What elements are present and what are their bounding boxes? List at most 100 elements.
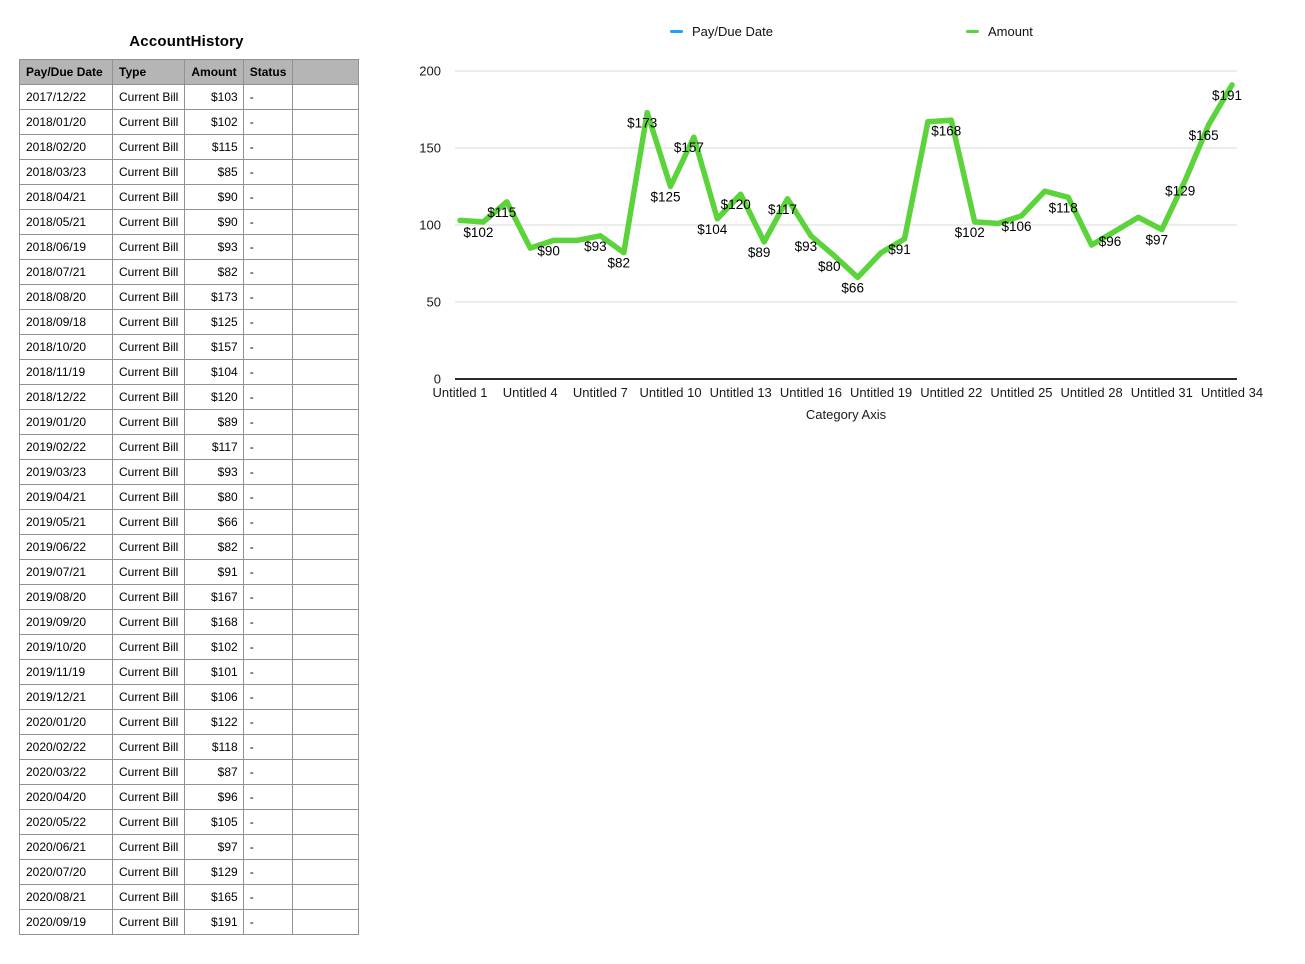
cell-status[interactable]: - (242, 634, 294, 660)
cell-amount[interactable]: $103 (184, 84, 244, 110)
cell-date[interactable]: 2020/04/20 (19, 784, 113, 810)
cell-status[interactable]: - (242, 384, 294, 410)
cell-empty[interactable] (292, 584, 360, 610)
cell-date[interactable]: 2019/10/20 (19, 634, 113, 660)
cell-amount[interactable]: $96 (184, 784, 244, 810)
cell-date[interactable]: 2018/04/21 (19, 184, 113, 210)
cell-date[interactable]: 2019/03/23 (19, 459, 113, 485)
cell-date[interactable]: 2020/09/19 (19, 909, 113, 935)
cell-amount[interactable]: $90 (184, 209, 244, 235)
cell-status[interactable]: - (242, 534, 294, 560)
cell-status[interactable]: - (242, 234, 294, 260)
cell-type[interactable]: Current Bill (111, 409, 186, 435)
cell-empty[interactable] (292, 284, 360, 310)
cell-amount[interactable]: $89 (184, 409, 244, 435)
cell-date[interactable]: 2019/12/21 (19, 684, 113, 710)
cell-type[interactable]: Current Bill (111, 684, 186, 710)
cell-empty[interactable] (292, 659, 360, 685)
cell-amount[interactable]: $115 (184, 134, 244, 160)
cell-type[interactable]: Current Bill (111, 434, 186, 460)
cell-empty[interactable] (292, 334, 360, 360)
cell-amount[interactable]: $165 (184, 884, 244, 910)
cell-empty[interactable] (292, 309, 360, 335)
cell-empty[interactable] (292, 634, 360, 660)
cell-type[interactable]: Current Bill (111, 784, 186, 810)
cell-type[interactable]: Current Bill (111, 659, 186, 685)
cell-amount[interactable]: $87 (184, 759, 244, 785)
cell-status[interactable]: - (242, 484, 294, 510)
cell-empty[interactable] (292, 384, 360, 410)
cell-amount[interactable]: $118 (184, 734, 244, 760)
cell-amount[interactable]: $91 (184, 559, 244, 585)
cell-date[interactable]: 2017/12/22 (19, 84, 113, 110)
column-header-amount[interactable]: Amount (184, 59, 244, 85)
cell-status[interactable]: - (242, 584, 294, 610)
cell-empty[interactable] (292, 459, 360, 485)
cell-empty[interactable] (292, 684, 360, 710)
cell-amount[interactable]: $191 (184, 909, 244, 935)
cell-amount[interactable]: $102 (184, 109, 244, 135)
cell-empty[interactable] (292, 884, 360, 910)
cell-status[interactable]: - (242, 159, 294, 185)
cell-amount[interactable]: $106 (184, 684, 244, 710)
cell-empty[interactable] (292, 609, 360, 635)
cell-amount[interactable]: $102 (184, 634, 244, 660)
cell-amount[interactable]: $101 (184, 659, 244, 685)
cell-type[interactable]: Current Bill (111, 759, 186, 785)
cell-type[interactable]: Current Bill (111, 484, 186, 510)
cell-status[interactable]: - (242, 209, 294, 235)
cell-empty[interactable] (292, 759, 360, 785)
cell-amount[interactable]: $90 (184, 184, 244, 210)
cell-status[interactable]: - (242, 509, 294, 535)
cell-empty[interactable] (292, 134, 360, 160)
cell-empty[interactable] (292, 159, 360, 185)
cell-date[interactable]: 2018/06/19 (19, 234, 113, 260)
cell-empty[interactable] (292, 209, 360, 235)
cell-type[interactable]: Current Bill (111, 509, 186, 535)
cell-type[interactable]: Current Bill (111, 259, 186, 285)
cell-empty[interactable] (292, 234, 360, 260)
cell-status[interactable]: - (242, 684, 294, 710)
cell-amount[interactable]: $117 (184, 434, 244, 460)
cell-empty[interactable] (292, 84, 360, 110)
cell-type[interactable]: Current Bill (111, 734, 186, 760)
cell-date[interactable]: 2019/01/20 (19, 409, 113, 435)
cell-amount[interactable]: $122 (184, 709, 244, 735)
cell-empty[interactable] (292, 909, 360, 935)
cell-date[interactable]: 2018/05/21 (19, 209, 113, 235)
cell-status[interactable]: - (242, 284, 294, 310)
cell-amount[interactable]: $82 (184, 534, 244, 560)
cell-date[interactable]: 2018/12/22 (19, 384, 113, 410)
cell-status[interactable]: - (242, 184, 294, 210)
cell-status[interactable]: - (242, 459, 294, 485)
cell-date[interactable]: 2020/02/22 (19, 734, 113, 760)
cell-date[interactable]: 2018/10/20 (19, 334, 113, 360)
cell-status[interactable]: - (242, 784, 294, 810)
column-header-status[interactable]: Status (242, 59, 294, 85)
cell-type[interactable]: Current Bill (111, 359, 186, 385)
cell-status[interactable]: - (242, 909, 294, 935)
cell-date[interactable]: 2020/08/21 (19, 884, 113, 910)
cell-date[interactable]: 2019/05/21 (19, 509, 113, 535)
cell-status[interactable]: - (242, 359, 294, 385)
cell-empty[interactable] (292, 709, 360, 735)
cell-empty[interactable] (292, 509, 360, 535)
cell-empty[interactable] (292, 259, 360, 285)
cell-amount[interactable]: $85 (184, 159, 244, 185)
cell-type[interactable]: Current Bill (111, 634, 186, 660)
cell-date[interactable]: 2020/03/22 (19, 759, 113, 785)
cell-type[interactable]: Current Bill (111, 334, 186, 360)
cell-empty[interactable] (292, 809, 360, 835)
cell-empty[interactable] (292, 559, 360, 585)
amount-line-series[interactable] (457, 82, 1235, 281)
cell-status[interactable]: - (242, 259, 294, 285)
cell-amount[interactable]: $125 (184, 309, 244, 335)
cell-status[interactable]: - (242, 809, 294, 835)
cell-status[interactable]: - (242, 834, 294, 860)
cell-empty[interactable] (292, 484, 360, 510)
cell-type[interactable]: Current Bill (111, 534, 186, 560)
cell-date[interactable]: 2018/08/20 (19, 284, 113, 310)
cell-amount[interactable]: $80 (184, 484, 244, 510)
cell-amount[interactable]: $82 (184, 259, 244, 285)
cell-amount[interactable]: $120 (184, 384, 244, 410)
